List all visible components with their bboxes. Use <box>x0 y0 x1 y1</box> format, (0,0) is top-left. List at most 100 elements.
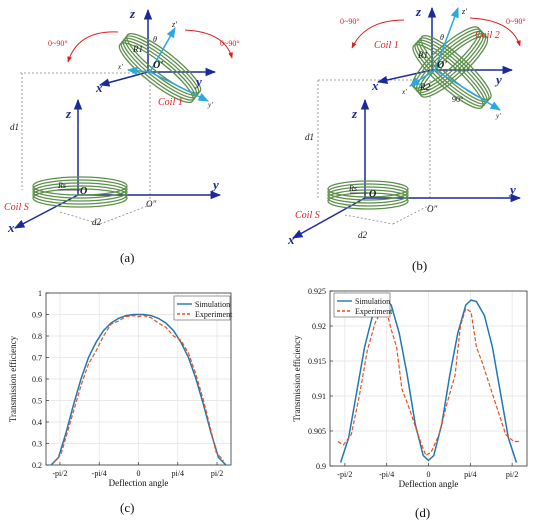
odd-label: O" <box>146 199 156 209</box>
y-tick-label: 0.915 <box>308 357 326 366</box>
oprime-label: O' <box>153 60 163 71</box>
coil-s-label: Coil S <box>4 202 29 213</box>
legend-label-experiment: Experiment <box>355 307 393 316</box>
caption-c: (c) <box>120 500 134 515</box>
x-tick-label: pi/2 <box>211 469 223 478</box>
legend-label-simulation: Simulation <box>355 297 390 306</box>
rotation-label-left: 0~90° <box>340 17 360 26</box>
x-tick-label: pi/4 <box>464 470 476 479</box>
y-tick-label: 0.4 <box>32 418 42 427</box>
axis-y-lower-label: y <box>211 177 219 192</box>
axis-y-top-label: y <box>494 72 502 87</box>
axis-xp-label: x' <box>401 88 407 96</box>
x-tick-label: pi/4 <box>172 469 184 478</box>
coil-s-label: Coil S <box>295 210 320 221</box>
theta-label: θ <box>153 35 157 44</box>
x-tick-label: -pi/4 <box>92 469 107 478</box>
axis-yp <box>434 69 501 111</box>
rotation-arrow-right <box>184 29 233 59</box>
axis-yp-label: y' <box>207 101 213 109</box>
r2-label: R2 <box>419 82 430 92</box>
d2-label: d2 <box>92 217 102 227</box>
coil-2-shape <box>412 35 492 109</box>
legend-label-simulation: Simulation <box>195 300 230 309</box>
rotation-label-right: 0~90° <box>220 39 240 48</box>
y-tick-label: 0.5 <box>32 397 42 406</box>
coil-s-shape <box>327 180 409 210</box>
axis-zp <box>149 27 176 73</box>
axis-z-top-label: z <box>415 4 422 19</box>
x-tick-label: -pi/2 <box>52 469 67 478</box>
coil-1-label: Coil 1 <box>158 97 183 108</box>
chart-c: 0.2 0.3 0.4 0.5 0.6 0.7 0.8 0.9 1 -pi/2 -pi/4 0 pi/4… <box>8 289 233 488</box>
x-axis-label: Deflection angle <box>399 479 459 489</box>
caption-b: (b) <box>412 258 427 273</box>
odd-label: O" <box>427 204 437 214</box>
y-tick-label: 0.905 <box>308 427 326 436</box>
x-tick-label: -pi/2 <box>337 470 352 479</box>
coil-1-label: Coil 1 <box>374 40 399 51</box>
axis-x-lower-label: x <box>7 220 15 235</box>
y-axis-label: Transmission efficiency <box>292 335 302 422</box>
y-tick-label: 0.925 <box>308 287 326 296</box>
axis-zp <box>434 7 459 71</box>
coil-s-shape <box>32 176 128 208</box>
axis-y-lower-label: y <box>508 182 516 197</box>
chart-d: 0.9 0.905 0.91 0.915 0.92 0.925 -pi/2 -pi/4 0 pi/… <box>292 287 528 489</box>
axis-z-top-label: z <box>129 6 136 21</box>
y-tick-label: 0.3 <box>32 440 42 449</box>
x-tick-label: 0 <box>427 470 431 479</box>
y-tick-label: 0.6 <box>32 375 42 384</box>
origin-label: O <box>80 186 87 197</box>
axis-x-top-label: x <box>371 78 379 93</box>
plot-frame <box>329 290 528 467</box>
rotation-arrow-left <box>67 31 119 63</box>
axis-z-lower-label: z <box>351 106 358 121</box>
plot-frame <box>45 292 232 466</box>
coil-2-label: Coil 2 <box>475 30 500 41</box>
d1-label: d1 <box>305 132 314 142</box>
d2-label: d2 <box>358 230 368 240</box>
theta-label: θ <box>440 33 444 42</box>
axis-xp <box>409 69 436 87</box>
rs-label: Rs <box>348 184 357 193</box>
rotation-label-left: 0~90° <box>48 39 68 48</box>
series-experiment-line <box>53 314 224 464</box>
axis-z-lower-label: z <box>65 106 72 121</box>
x-tick-label: pi/2 <box>506 470 518 479</box>
r1-label: R1 <box>132 44 143 54</box>
y-tick-label: 0.9 <box>316 462 326 471</box>
rs-label: Rs <box>57 181 66 190</box>
axis-zp-label: z' <box>461 7 467 16</box>
panel-a: 0~90° 0~90° Coil 1 Coil S z z' y y' x x'… <box>4 6 240 265</box>
legend-box <box>333 292 391 318</box>
y-tick-label: 0.8 <box>32 332 42 341</box>
y-tick-label: 0.7 <box>32 354 42 363</box>
y-tick-label: 0.91 <box>312 392 326 401</box>
angle-90-label: 90° <box>452 95 463 104</box>
y-tick-label: 0.2 <box>32 461 42 470</box>
axis-x-lower-label: x <box>287 232 295 247</box>
legend-label-experiment: Experiment <box>195 310 233 319</box>
origin-label: O <box>369 189 376 200</box>
axis-x-lower <box>292 197 366 239</box>
d1-label: d1 <box>10 122 19 132</box>
y-axis-label: Transmission efficiency <box>8 335 18 422</box>
caption-a: (a) <box>120 250 134 265</box>
axis-x-upper <box>376 69 433 85</box>
series-experiment-line <box>337 307 519 457</box>
y-tick-label: 0.9 <box>32 311 42 320</box>
x-tick-label: 0 <box>137 469 141 478</box>
rotation-label-right: 0~90° <box>506 17 526 26</box>
y-tick-label: 1 <box>38 289 42 298</box>
oprime-label: O' <box>437 60 447 71</box>
coil-1-shape <box>118 33 202 103</box>
r1-label: R1 <box>417 50 428 60</box>
legend-box <box>173 295 231 321</box>
axis-yp-label: y' <box>495 112 501 120</box>
rotation-arrow-left <box>351 19 405 49</box>
caption-d: (d) <box>415 505 430 520</box>
x-tick-label: -pi/4 <box>379 470 394 479</box>
series-simulation-line <box>50 313 227 466</box>
